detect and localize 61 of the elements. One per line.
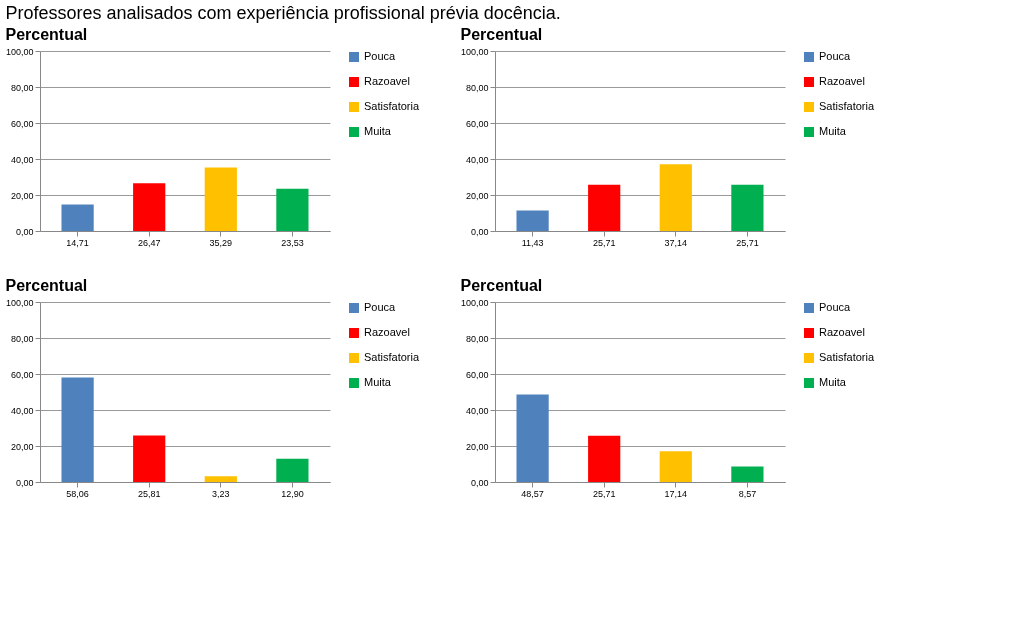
y-tick-label: 100,00 xyxy=(460,46,489,57)
chart-title: Percentual xyxy=(460,26,543,43)
data-label: 25,71 xyxy=(592,489,616,499)
legend-label: Pouca xyxy=(819,50,852,62)
y-tick-label: 80,00 xyxy=(465,333,489,344)
chart-title: Percentual xyxy=(5,277,88,294)
y-tick-label: 80,00 xyxy=(10,333,34,344)
y-tick-label: 40,00 xyxy=(10,405,34,416)
data-label: 25,71 xyxy=(592,238,616,248)
legend-label: Razoavel xyxy=(364,326,410,338)
y-tick-label: 20,00 xyxy=(465,190,489,201)
y-tick-label: 80,00 xyxy=(10,82,34,93)
data-label: 25,81 xyxy=(137,489,161,499)
legend-label: Muita xyxy=(819,376,847,388)
y-tick-label: 0,00 xyxy=(470,477,489,488)
y-tick-label: 20,00 xyxy=(10,190,34,201)
data-label: 26,47 xyxy=(137,238,161,248)
data-label: 35,29 xyxy=(209,238,233,248)
text: Professores analisados com experiência profissional prévia docência. xyxy=(5,3,561,23)
y-tick-label: 40,00 xyxy=(465,405,489,416)
data-label: 11,43 xyxy=(521,238,544,248)
data-label: 3,23 xyxy=(212,489,230,499)
legend-label: Pouca xyxy=(819,301,852,313)
legend-label: Satisfatoria xyxy=(364,100,420,112)
data-label: 8,57 xyxy=(738,489,757,499)
legend-label: Satisfatoria xyxy=(819,100,875,112)
y-tick-label: 60,00 xyxy=(10,118,34,129)
legend-label: Pouca xyxy=(364,301,397,313)
y-tick-label: 100,00 xyxy=(5,297,34,308)
data-label: 37,14 xyxy=(664,238,688,248)
y-tick-label: 40,00 xyxy=(10,154,34,165)
data-label: 25,71 xyxy=(736,238,759,248)
data-label: 14,71 xyxy=(66,238,89,248)
data-label: 23,53 xyxy=(281,238,304,248)
y-tick-label: 0,00 xyxy=(470,226,489,237)
legend-label: Razoavel xyxy=(364,75,410,87)
y-tick-label: 20,00 xyxy=(465,441,489,452)
y-tick-label: 80,00 xyxy=(465,82,489,93)
legend-label: Muita xyxy=(364,376,392,388)
y-tick-label: 40,00 xyxy=(465,154,489,165)
y-tick-label: 60,00 xyxy=(465,118,489,129)
data-label: 12,90 xyxy=(281,489,304,499)
chart-title: Percentual xyxy=(460,277,543,294)
y-tick-label: 20,00 xyxy=(10,441,34,452)
chart-title: Percentual xyxy=(5,26,88,43)
y-tick-label: 100,00 xyxy=(5,46,34,57)
data-label: 58,06 xyxy=(66,489,89,499)
legend-label: Muita xyxy=(819,125,847,137)
data-label: 48,57 xyxy=(521,489,544,499)
y-tick-label: 60,00 xyxy=(10,369,34,380)
legend-label: Pouca xyxy=(364,50,397,62)
y-tick-label: 60,00 xyxy=(465,369,489,380)
legend-label: Razoavel xyxy=(819,75,865,87)
y-tick-label: 100,00 xyxy=(460,297,489,308)
data-label: 17,14 xyxy=(664,489,688,499)
y-tick-label: 0,00 xyxy=(15,226,34,237)
legend-label: Satisfatoria xyxy=(364,351,420,363)
legend-label: Razoavel xyxy=(819,326,865,338)
y-tick-label: 0,00 xyxy=(15,477,34,488)
legend-label: Muita xyxy=(364,125,392,137)
legend-label: Satisfatoria xyxy=(819,351,875,363)
